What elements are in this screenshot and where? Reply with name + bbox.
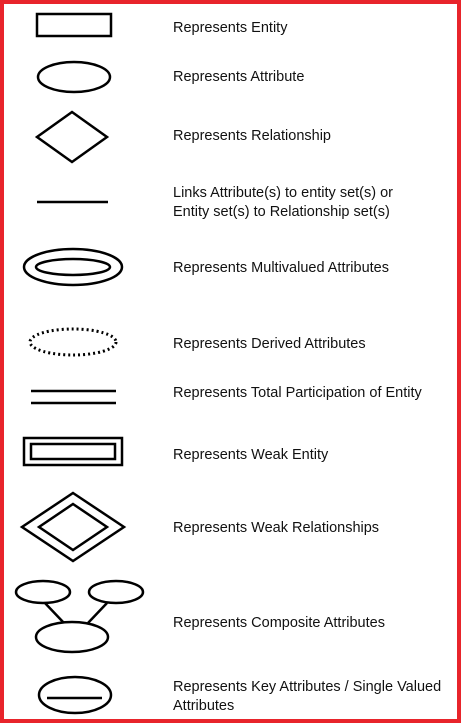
legend-label-entity: Represents Entity [173, 20, 288, 36]
legend-label-link-line2: Entity set(s) to Relationship set(s) [173, 204, 390, 220]
legend-label-total-participation: Represents Total Participation of Entity [173, 385, 422, 401]
legend-label-key-line2: Attributes [173, 698, 235, 714]
key-attribute-icon [37, 675, 113, 715]
legend-label-derived: Represents Derived Attributes [173, 336, 366, 352]
legend-label-weak-entity: Represents Weak Entity [173, 447, 329, 463]
diamond-icon [34, 110, 110, 164]
legend-label-weak-relationship: Represents Weak Relationships [173, 520, 380, 536]
double-diamond-icon [19, 491, 127, 563]
composite-attribute-icon [14, 579, 145, 654]
legend-label-composite: Represents Composite Attributes [173, 615, 385, 631]
legend-label-link: Links Attribute(s) to entity set(s) or E… [173, 184, 458, 222]
legend-label-attribute: Represents Attribute [173, 69, 305, 85]
legend-label-key-line1: Represents Key Attributes / Single Value… [173, 679, 442, 695]
double-line-icon [31, 389, 116, 405]
line-icon [37, 200, 108, 204]
legend-label-link-line1: Links Attribute(s) to entity set(s) or [173, 185, 393, 201]
rectangle-icon [35, 12, 113, 38]
ellipse-icon [36, 60, 112, 94]
legend-label-key-attribute: Represents Key Attributes / Single Value… [173, 678, 458, 716]
legend-label-multivalued: Represents Multivalued Attributes [173, 260, 389, 276]
double-rectangle-icon [22, 436, 124, 467]
dotted-ellipse-icon [28, 327, 118, 357]
legend-label-relationship: Represents Relationship [173, 128, 331, 144]
double-ellipse-icon [22, 247, 124, 287]
